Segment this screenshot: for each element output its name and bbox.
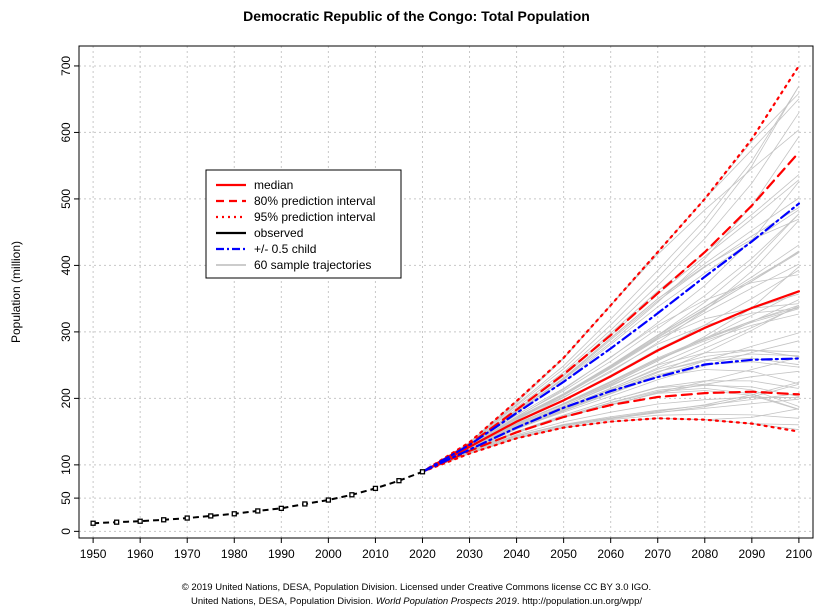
x-tick-label: 2030 — [456, 547, 483, 561]
axes: 1950 1960 1970 1980 1990 2000 2010 2020 2030 2040… — [59, 56, 813, 561]
sample-trajectory — [422, 396, 799, 473]
x-tick-label: 2010 — [362, 547, 389, 561]
series-line--0-5-child-upper — [421, 202, 801, 473]
y-tick-label: 500 — [59, 189, 73, 209]
legend-label: observed — [254, 226, 303, 240]
legend-label: 80% prediction interval — [254, 194, 375, 208]
observed-point — [419, 469, 426, 475]
footer-citation-title: World Population Prospects 2019 — [375, 596, 517, 607]
x-tick-label: 1950 — [80, 547, 107, 561]
y-tick-label: 100 — [59, 455, 73, 475]
footer-citation-prefix: United Nations, DESA, Population Divisio… — [191, 596, 376, 607]
series-line--0-5-child-lower — [421, 357, 801, 473]
observed-point — [255, 508, 261, 514]
x-tick-label: 1990 — [268, 547, 295, 561]
observed-point — [396, 478, 402, 484]
legend-label: 95% prediction interval — [254, 210, 375, 224]
observed-point — [208, 513, 214, 519]
sample-trajectory — [422, 274, 799, 473]
series-line-80-prediction-interval-lower — [421, 390, 801, 473]
x-tick-label: 2050 — [550, 547, 577, 561]
x-tick-label: 1960 — [127, 547, 154, 561]
legend: median 80% prediction interval 95% predict… — [205, 169, 402, 279]
x-tick-label: 2000 — [315, 547, 342, 561]
series-lines — [421, 64, 801, 473]
legend-label: 60 sample trajectories — [254, 258, 371, 272]
observed-point — [161, 517, 167, 523]
observed-point — [231, 511, 237, 517]
sample-trajectory — [422, 181, 800, 473]
grid-lines — [79, 46, 813, 538]
x-tick-label: 1980 — [221, 547, 248, 561]
line-chart: 1950 1960 1970 1980 1990 2000 2010 2020 2030 2040… — [9, 45, 814, 561]
x-tick-label: 2080 — [691, 547, 718, 561]
y-axis-label: Population (million) — [9, 241, 23, 343]
sample-trajectory — [422, 213, 800, 473]
x-tick-label: 2040 — [503, 547, 530, 561]
observed-point — [137, 518, 143, 524]
legend-label: median — [254, 178, 293, 192]
sample-trajectories — [422, 85, 800, 473]
observed-point — [278, 505, 284, 511]
x-tick-label: 1970 — [174, 547, 201, 561]
x-tick-label: 2020 — [409, 547, 436, 561]
sample-trajectory — [422, 112, 800, 473]
observed-line — [93, 470, 423, 525]
observed-point — [302, 501, 308, 507]
y-tick-label: 200 — [59, 388, 73, 408]
footer-citation-suffix: . http://population.un.org/wpp/ — [516, 596, 642, 607]
x-tick-label: 2070 — [644, 547, 671, 561]
observed-point — [184, 515, 190, 521]
observed-point — [349, 492, 355, 498]
series-line-80-prediction-interval-upper — [421, 151, 801, 473]
legend-box — [205, 169, 402, 279]
sample-trajectory — [422, 383, 800, 473]
y-tick-label: 50 — [59, 491, 73, 505]
footer-citation: United Nations, DESA, Population Divisio… — [0, 596, 833, 607]
x-tick-label: 2060 — [597, 547, 624, 561]
y-tick-label: 0 — [59, 528, 73, 535]
footer-copyright: © 2019 United Nations, DESA, Population … — [181, 582, 652, 593]
legend-label: +/- 0.5 child — [254, 242, 316, 256]
x-tick-label: 2100 — [786, 547, 813, 561]
observed-series — [90, 469, 426, 526]
series-line-95-prediction-interval-lower — [421, 417, 801, 473]
observed-point — [113, 519, 120, 525]
y-tick-label: 400 — [59, 255, 73, 275]
y-tick-label: 700 — [59, 56, 73, 76]
chart-title: Democratic Republic of the Congo: Total … — [243, 8, 590, 24]
observed-point — [90, 520, 96, 526]
y-tick-label: 600 — [59, 122, 73, 142]
observed-point — [372, 485, 379, 492]
y-tick-label: 300 — [59, 322, 73, 342]
series-line-95-prediction-interval-upper — [421, 64, 801, 473]
series-line-median — [421, 290, 801, 473]
observed-point — [325, 497, 332, 503]
x-tick-label: 2090 — [738, 547, 765, 561]
plot-frame — [78, 45, 814, 539]
